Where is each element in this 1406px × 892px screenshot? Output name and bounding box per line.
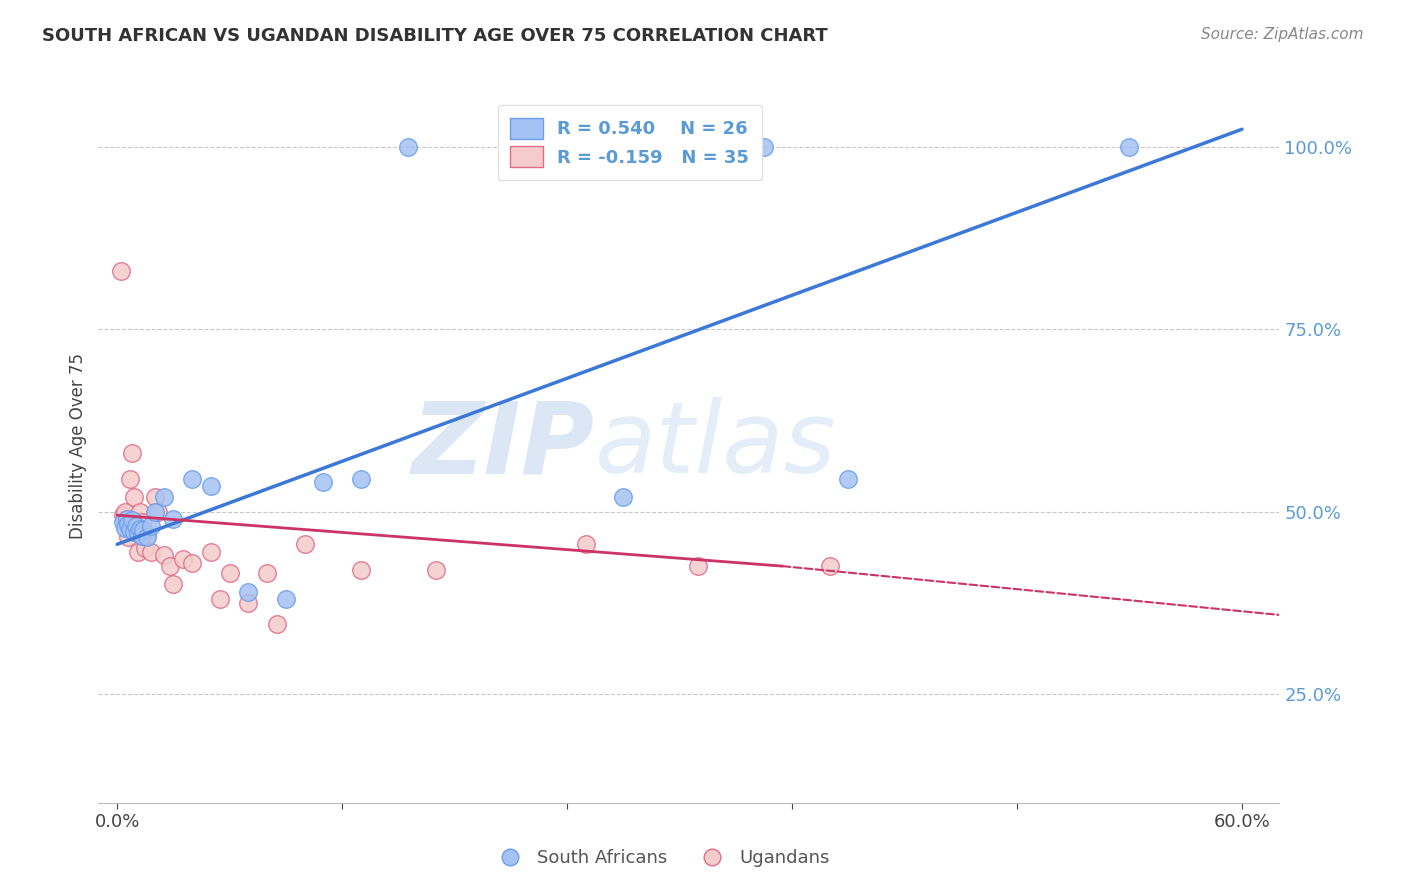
Point xyxy=(209,591,232,606)
Point xyxy=(111,508,134,523)
Point xyxy=(396,140,419,154)
Point xyxy=(143,490,166,504)
Point xyxy=(117,530,139,544)
Point xyxy=(121,513,143,527)
Point xyxy=(153,548,176,562)
Point xyxy=(115,512,138,526)
Point xyxy=(162,577,184,591)
Point xyxy=(200,479,222,493)
Point xyxy=(131,529,153,543)
Point xyxy=(238,596,260,610)
Point xyxy=(350,472,373,486)
Point xyxy=(612,490,634,504)
Point xyxy=(274,591,297,606)
Legend: South Africans, Ugandans: South Africans, Ugandans xyxy=(485,842,837,874)
Point xyxy=(172,552,194,566)
Point xyxy=(256,566,278,581)
Point xyxy=(181,556,204,570)
Point xyxy=(131,516,153,530)
Point xyxy=(181,472,204,486)
Legend: R = 0.540    N = 26, R = -0.159   N = 35: R = 0.540 N = 26, R = -0.159 N = 35 xyxy=(498,105,762,179)
Point xyxy=(134,541,156,555)
Point xyxy=(1118,140,1140,154)
Point xyxy=(575,537,598,551)
Point xyxy=(121,446,143,460)
Point xyxy=(688,559,710,574)
Point xyxy=(837,472,859,486)
Point xyxy=(153,490,176,504)
Point xyxy=(139,544,162,558)
Point xyxy=(114,520,136,534)
Point xyxy=(238,584,260,599)
Point xyxy=(117,516,139,531)
Point xyxy=(218,566,240,581)
Point xyxy=(122,490,145,504)
Point xyxy=(350,563,373,577)
Point xyxy=(115,512,138,526)
Y-axis label: Disability Age Over 75: Disability Age Over 75 xyxy=(69,353,87,539)
Point xyxy=(132,523,155,537)
Point xyxy=(136,530,159,544)
Point xyxy=(127,526,149,541)
Text: ZIP: ZIP xyxy=(412,398,595,494)
Point xyxy=(125,519,148,533)
Point xyxy=(128,522,150,536)
Point xyxy=(425,563,447,577)
Text: Source: ZipAtlas.com: Source: ZipAtlas.com xyxy=(1201,27,1364,42)
Point xyxy=(312,475,335,490)
Point xyxy=(136,528,159,542)
Point xyxy=(143,504,166,518)
Point xyxy=(125,523,148,537)
Point xyxy=(111,516,134,530)
Point xyxy=(110,264,132,278)
Point xyxy=(120,522,142,536)
Point xyxy=(159,559,181,574)
Point xyxy=(120,472,142,486)
Text: atlas: atlas xyxy=(595,398,837,494)
Point xyxy=(200,544,222,558)
Point xyxy=(818,559,841,574)
Point xyxy=(148,504,170,518)
Point xyxy=(752,140,775,154)
Point xyxy=(294,537,316,551)
Point xyxy=(139,519,162,533)
Point xyxy=(132,530,155,544)
Point xyxy=(266,617,288,632)
Text: SOUTH AFRICAN VS UGANDAN DISABILITY AGE OVER 75 CORRELATION CHART: SOUTH AFRICAN VS UGANDAN DISABILITY AGE … xyxy=(42,27,828,45)
Point xyxy=(114,504,136,518)
Point xyxy=(122,524,145,539)
Point xyxy=(162,512,184,526)
Point xyxy=(128,504,150,518)
Point xyxy=(127,544,149,558)
